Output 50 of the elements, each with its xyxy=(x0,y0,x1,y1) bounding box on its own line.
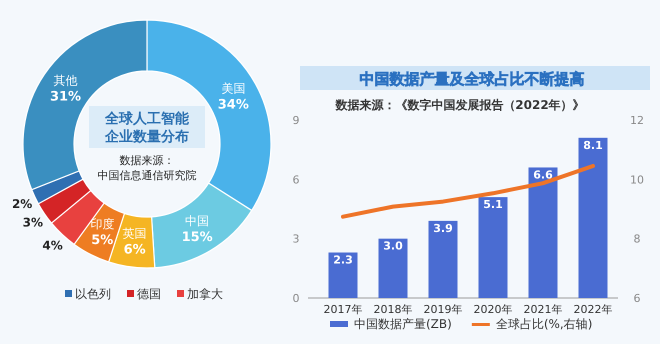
line-series xyxy=(341,164,595,219)
data-label: 15% xyxy=(182,230,213,245)
legend-label: 德国 xyxy=(137,287,161,301)
x-tick-label: 2018年 xyxy=(374,303,412,316)
data-label: 3.0 xyxy=(383,240,404,253)
legend-label: 加拿大 xyxy=(187,287,223,301)
slice-label: 美国 xyxy=(221,82,246,96)
slice-label: 印度 xyxy=(90,216,114,231)
y2-tick-label: 8 xyxy=(634,232,640,246)
bar xyxy=(478,197,508,298)
data-label: 5.1 xyxy=(483,198,503,212)
data-label: 2.3 xyxy=(333,254,353,267)
y-tick-label: 9 xyxy=(292,114,300,127)
chart-title: 中国数据产量及全球占比不断提高 xyxy=(360,70,584,88)
legend-label: 全球占比(%,右轴) xyxy=(496,317,592,331)
source-note: 数据来源： xyxy=(120,154,174,167)
legend-label: 中国数据产量(ZB) xyxy=(354,317,452,331)
data-label: 31% xyxy=(50,90,82,105)
data-label: 8.1 xyxy=(583,138,603,152)
bar xyxy=(528,167,558,298)
x-tick-label: 2019年 xyxy=(424,303,462,316)
y-tick-label: 0 xyxy=(292,292,300,305)
data-label: 5% xyxy=(91,232,114,248)
chart-subtitle: 数据来源：《数字中国发展报告（2022年）》 xyxy=(334,98,585,112)
data-label: 34% xyxy=(218,98,249,113)
legend-label: 以色列 xyxy=(75,287,111,301)
x-tick-label: 2022年 xyxy=(574,303,612,316)
slice-label: 中国 xyxy=(185,214,210,228)
y-tick-label: 6 xyxy=(292,173,300,186)
data-label: 4% xyxy=(42,238,63,253)
data-label: 3% xyxy=(22,216,44,230)
bar xyxy=(378,238,408,298)
bar xyxy=(578,138,608,298)
bar xyxy=(328,252,358,298)
slice-label: 英国 xyxy=(122,226,147,241)
y-tick-label: 3 xyxy=(292,232,300,246)
data-label: 3.9 xyxy=(433,222,453,235)
x-tick-label: 2017年 xyxy=(324,303,362,316)
y2-tick-label: 12 xyxy=(630,114,644,127)
y2-tick-label: 6 xyxy=(634,292,640,305)
x-tick-label: 2021年 xyxy=(524,303,562,316)
data-label: 6% xyxy=(124,242,146,258)
data-label: 6.6 xyxy=(533,168,554,182)
slice-label: 其他 xyxy=(54,74,78,88)
data-label: 2% xyxy=(12,196,32,211)
bar xyxy=(428,220,458,298)
x-tick-label: 2020年 xyxy=(474,303,512,316)
text: 中国信息通信研究院 xyxy=(98,169,196,182)
text: 全球人工智能企业数量分布 xyxy=(104,111,190,145)
y2-tick-label: 10 xyxy=(630,173,644,186)
